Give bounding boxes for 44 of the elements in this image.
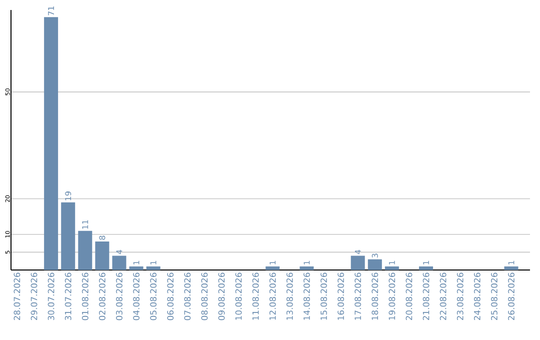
x-tick-label: 13.08.2026 [286, 272, 293, 320]
x-tick-label: 12.08.2026 [269, 272, 276, 320]
bar [78, 230, 92, 270]
x-tick-label: 24.08.2026 [474, 272, 480, 320]
x-tick-label: 14.08.2026 [304, 272, 310, 320]
bar [368, 259, 382, 270]
x-tick-label: 20.08.2026 [406, 272, 412, 320]
bar [44, 17, 58, 270]
x-tick-label: 16.08.2026 [338, 272, 344, 320]
bar [504, 266, 518, 270]
x-tick-label: 05.08.2026 [150, 272, 157, 320]
x-tick-label: 21.08.2026 [422, 272, 430, 320]
bar [350, 256, 365, 270]
x-tick-label: 29.07.2026 [30, 272, 38, 320]
x-tick-label: 30.07.2026 [48, 272, 54, 320]
x-tick-label: 09.08.2026 [218, 272, 225, 320]
x-tick-label: 31.07.2026 [64, 272, 72, 320]
x-tick-label: 02.08.2026 [98, 272, 106, 320]
x-tick-label: 01.08.2026 [82, 272, 88, 320]
x-tick-label: 03.08.2026 [116, 272, 122, 320]
x-tick-label: 07.08.2026 [184, 272, 191, 320]
x-tick-label: 23.08.2026 [456, 272, 464, 320]
x-tick-label: 11.08.2026 [252, 272, 259, 320]
bar [384, 266, 399, 270]
bar [61, 202, 76, 270]
x-tick-label: 10.08.2026 [235, 272, 242, 320]
bar [266, 266, 280, 270]
x-tick-label: 15.08.2026 [320, 272, 327, 320]
bar [419, 266, 434, 270]
bar [300, 266, 314, 270]
x-tick-label: 25.08.2026 [491, 272, 498, 320]
bar [95, 242, 110, 270]
bar [112, 256, 126, 270]
x-tick-label: 19.08.2026 [388, 272, 396, 320]
bar [146, 266, 160, 270]
x-tick-label: 26.08.2026 [508, 272, 514, 320]
x-tick-label: 18.08.2026 [372, 272, 378, 320]
bar [129, 266, 144, 270]
x-tick-label: 22.08.2026 [440, 272, 446, 320]
x-tick-label: 28.07.2026 [14, 272, 20, 320]
x-tick-label: 04.08.2026 [133, 272, 140, 320]
x-tick-label: 08.08.2026 [201, 272, 208, 320]
x-tick-label: 17.08.2026 [354, 272, 362, 320]
x-tick-label: 06.08.2026 [167, 272, 174, 320]
